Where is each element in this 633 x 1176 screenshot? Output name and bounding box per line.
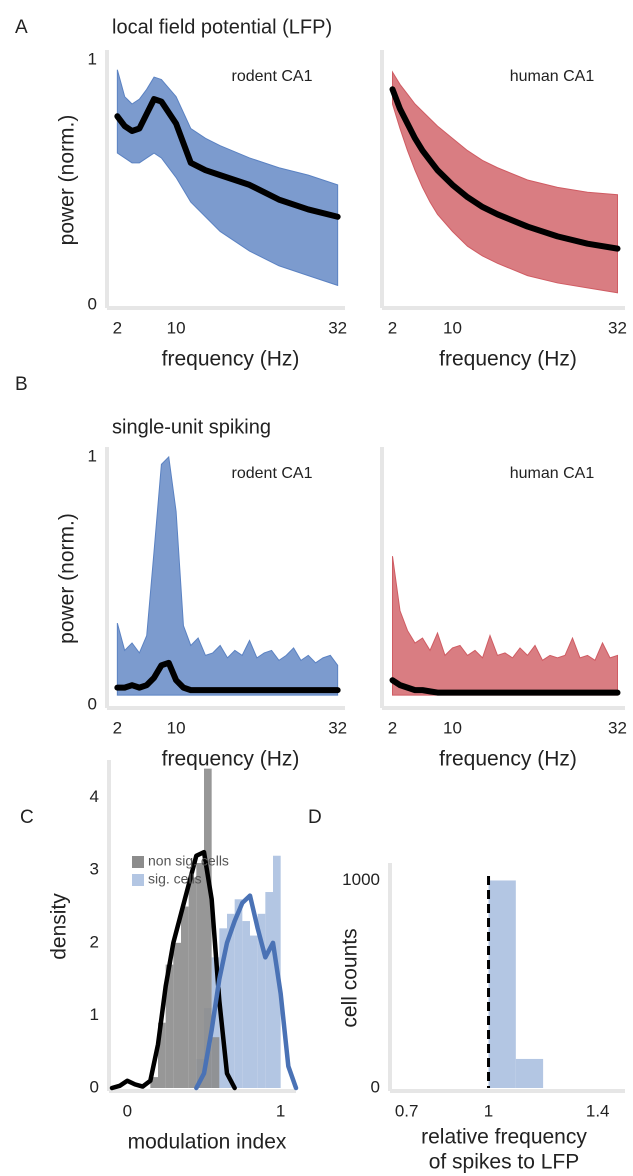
trace-band xyxy=(116,455,339,696)
hist-bar xyxy=(181,906,189,1088)
hist-bar xyxy=(150,1077,158,1088)
x-tick-label: 32 xyxy=(328,318,347,337)
plot-label: human CA1 xyxy=(510,465,595,482)
x-tick-label: 10 xyxy=(167,718,186,737)
y-axis-label: density xyxy=(48,893,71,960)
x-tick-label: 32 xyxy=(608,318,627,337)
hist-bar xyxy=(234,899,243,1088)
legend-swatch xyxy=(132,874,144,886)
y-tick-label: 2 xyxy=(90,932,99,951)
y-tick-label: 0 xyxy=(90,1077,99,1096)
hist-bar xyxy=(488,880,516,1088)
hist-bar xyxy=(257,913,266,1088)
x-tick-label: 32 xyxy=(608,718,627,737)
hist-bar xyxy=(204,768,212,1088)
hist-bar xyxy=(250,935,258,1088)
x-tick-label: 10 xyxy=(443,318,462,337)
density-line xyxy=(109,849,237,1091)
section-title: single-unit spiking xyxy=(112,416,271,438)
y-axis-label: power (norm.) xyxy=(56,513,79,644)
hist-bar xyxy=(219,928,227,1088)
mean-line xyxy=(114,96,341,220)
y-tick-label: 1 xyxy=(90,1005,99,1024)
hist-bar xyxy=(188,877,197,1088)
hist-bar xyxy=(173,942,181,1088)
y-tick-label: 0 xyxy=(88,294,97,313)
hist-bar xyxy=(211,957,220,1088)
plot-label: rodent CA1 xyxy=(232,465,313,482)
trace-band xyxy=(392,556,618,696)
x-tick-label: 2 xyxy=(388,318,397,337)
hist-bar xyxy=(165,964,174,1088)
x-tick-label: 1 xyxy=(484,1101,493,1120)
legend-label: sig. cells xyxy=(148,871,202,887)
panel-label: A xyxy=(15,17,28,38)
x-tick-label: 2 xyxy=(113,318,122,337)
x-tick-label: 1.4 xyxy=(586,1101,610,1120)
y-tick-label: 0 xyxy=(88,694,97,713)
hist-bar xyxy=(242,921,250,1088)
y-tick-label: 1 xyxy=(88,49,97,68)
y-tick-label: 1000 xyxy=(342,870,380,889)
mean-line xyxy=(389,677,621,696)
x-tick-label: 10 xyxy=(167,318,186,337)
x-tick-label: 2 xyxy=(113,718,122,737)
y-tick-label: 3 xyxy=(90,860,99,879)
y-tick-label: 4 xyxy=(90,787,99,806)
x-axis-label: frequency (Hz) xyxy=(439,748,577,771)
panel-label: B xyxy=(15,374,28,395)
x-axis-label: of spikes to LFP xyxy=(429,1151,580,1174)
legend-swatch xyxy=(132,856,144,868)
density-line xyxy=(194,893,299,1091)
hist-bar xyxy=(265,892,273,1088)
mean-line xyxy=(114,659,341,694)
y-tick-label: 1 xyxy=(88,446,97,465)
y-axis-label: cell counts xyxy=(339,928,362,1027)
x-tick-label: 1 xyxy=(276,1101,285,1120)
panel-label: D xyxy=(308,807,322,828)
section-title: local field potential (LFP) xyxy=(112,16,332,38)
plot-label: human CA1 xyxy=(510,68,595,85)
hist-bar xyxy=(211,1037,220,1088)
x-tick-label: 0.7 xyxy=(395,1101,419,1120)
legend-label: non sig. cells xyxy=(148,853,229,869)
trace-band xyxy=(392,70,618,294)
hist-bar xyxy=(227,913,235,1088)
x-tick-label: 10 xyxy=(443,718,462,737)
mean-line xyxy=(389,86,621,252)
hist-bar xyxy=(158,1022,166,1088)
x-tick-label: 0 xyxy=(123,1101,132,1120)
x-axis-label: frequency (Hz) xyxy=(162,348,300,371)
plot-label: rodent CA1 xyxy=(232,68,313,85)
x-tick-label: 32 xyxy=(328,718,347,737)
panel-label: C xyxy=(20,807,34,828)
y-axis-label: power (norm.) xyxy=(56,115,79,246)
x-tick-label: 2 xyxy=(388,718,397,737)
x-axis-label: modulation index xyxy=(128,1131,287,1154)
x-axis-label: frequency (Hz) xyxy=(162,748,300,771)
x-axis-label: relative frequency xyxy=(421,1126,587,1149)
y-tick-label: 0 xyxy=(371,1077,380,1096)
x-axis-label: frequency (Hz) xyxy=(439,348,577,371)
hist-bar xyxy=(196,862,204,1088)
hist-bar xyxy=(515,1058,544,1088)
